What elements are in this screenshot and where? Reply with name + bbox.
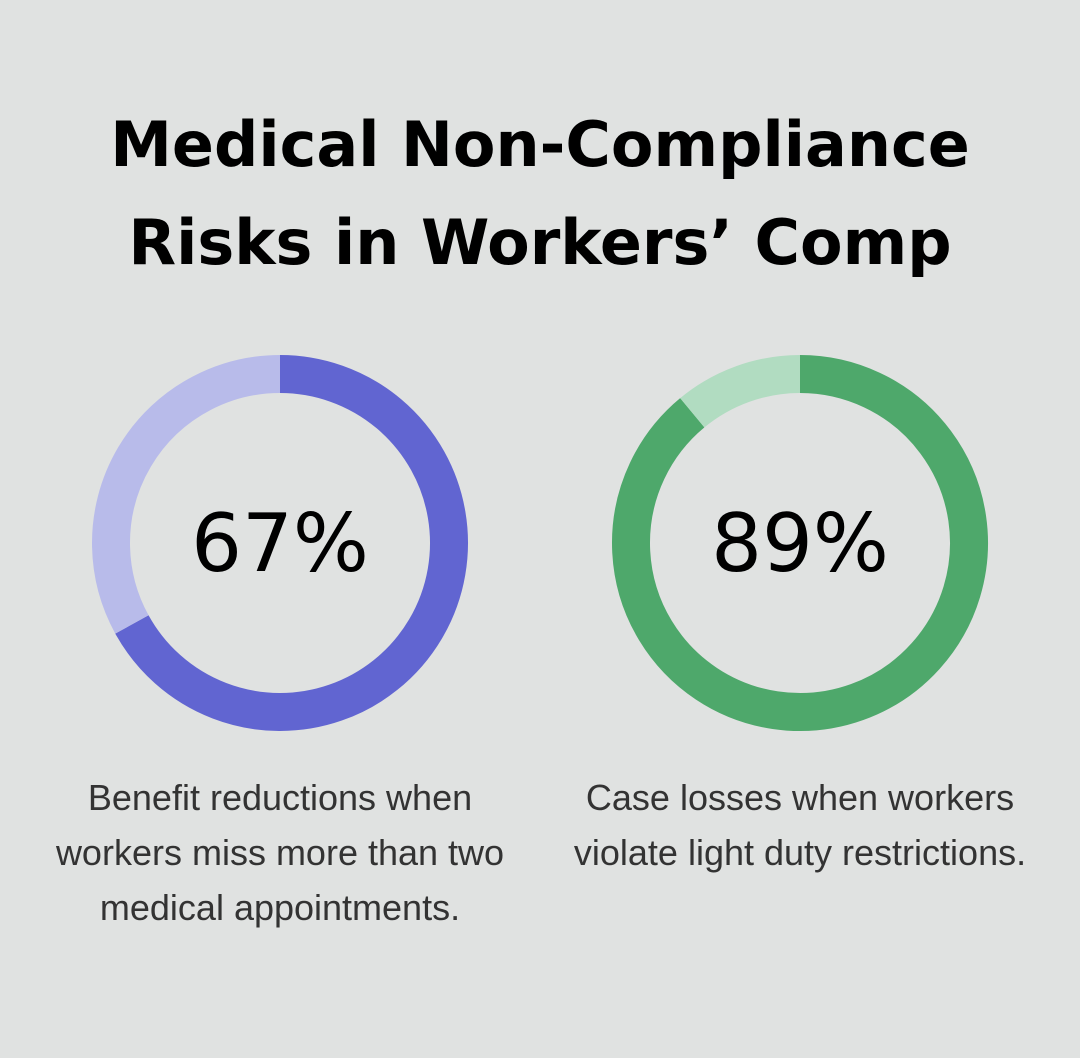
donut-segment — [115, 355, 468, 731]
caption: Case losses when workers violate light d… — [573, 777, 1027, 873]
donut-segment — [92, 355, 281, 634]
value-label: 67% — [191, 497, 369, 590]
donut-segment — [680, 355, 801, 428]
title: Medical Non-Compliance Risks in Workers’… — [110, 108, 970, 279]
value-label: 89% — [711, 497, 889, 590]
donut-segment — [612, 355, 988, 731]
caption: Benefit reductions when workers miss mor… — [55, 777, 505, 928]
